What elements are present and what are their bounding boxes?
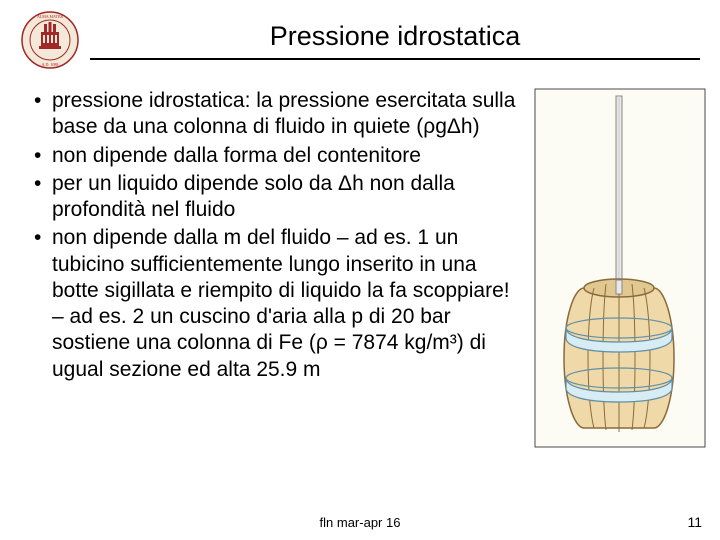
slide-title: Pressione idrostatica <box>90 21 700 52</box>
slide-header: ALMA MATER A.D. 1088 Pressione idrostati… <box>0 0 720 70</box>
barrel-figure <box>534 88 706 453</box>
slide-number: 11 <box>687 514 702 530</box>
svg-text:A.D. 1088: A.D. 1088 <box>42 62 59 67</box>
bullet-item: non dipende dalla forma del contenitore <box>30 143 526 169</box>
bullet-item: per un liquido dipende solo da Δh non da… <box>30 171 526 224</box>
svg-text:ALMA MATER: ALMA MATER <box>37 14 63 19</box>
bullet-item: pressione idrostatica: la pressione eser… <box>30 88 526 141</box>
institution-seal-icon: ALMA MATER A.D. 1088 <box>20 10 80 70</box>
bullet-list: pressione idrostatica: la pressione eser… <box>30 88 534 453</box>
footer-note: fln mar-apr 16 <box>0 515 720 530</box>
slide-content: pressione idrostatica: la pressione eser… <box>0 70 720 453</box>
bullet-item: non dipende dalla m del fluido – ad es. … <box>30 225 526 383</box>
title-container: Pressione idrostatica <box>90 21 700 60</box>
